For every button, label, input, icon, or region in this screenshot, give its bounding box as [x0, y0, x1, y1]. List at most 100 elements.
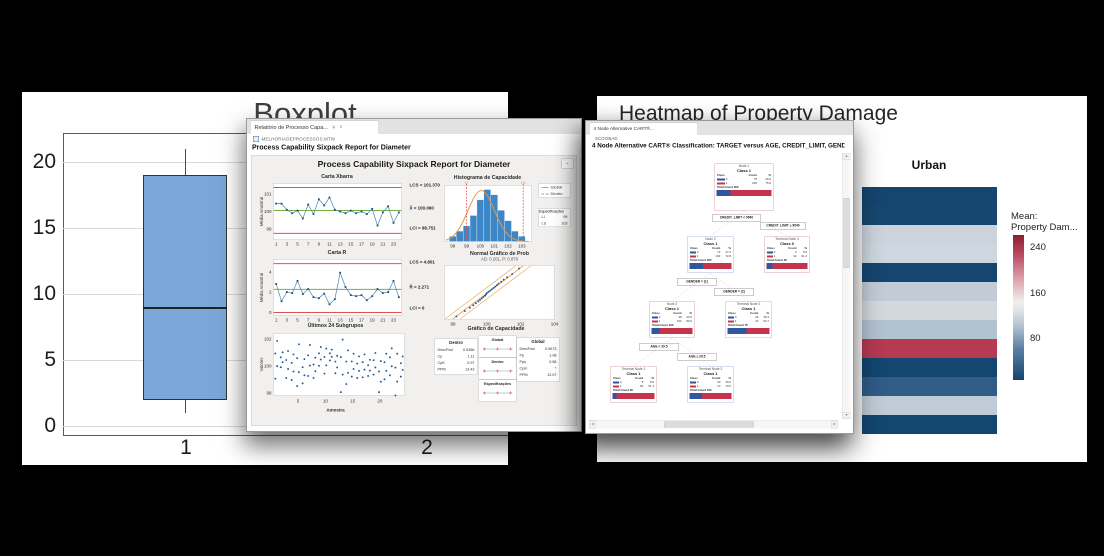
scroll-up-button[interactable]: ▲ — [842, 153, 851, 160]
vertical-scrollbar: ▲ ▼ — [842, 153, 851, 419]
tree-node-1[interactable]: Node 2 Class 1 Class Count% 0 72 27.2 1 193 72.8 T… — [687, 236, 734, 273]
dentro-line-swatch — [541, 193, 549, 195]
cart-worksheet-name[interactable]: SCOOBAD — [595, 136, 618, 141]
bar-class1-segment — [772, 263, 808, 269]
heatmap-legend-title: Mean: Property Dam... — [1011, 211, 1078, 233]
minitab-tab-bar: Relatório de Processo Capa... ∨ × — [247, 119, 581, 134]
tree-node-4[interactable]: Terminal Node 3 Class 1 Class Count% 0 34 45.3… — [725, 301, 772, 338]
box — [143, 175, 227, 400]
xbar-center-label: X̄ = 100.060 — [409, 205, 434, 211]
tree-node-3[interactable]: Node 3 Class 1 Class Count% 0 38 20.0 1 152 80.0 T… — [649, 301, 695, 338]
node-id-label: Node 3 — [666, 302, 678, 307]
r-y-axis-label: Média Amostral — [259, 272, 264, 303]
xbar-chart-title: Carta Xbarra — [321, 173, 353, 180]
worksheet-link[interactable]: MELHORIADEPROCESSOS.MTW — [253, 136, 335, 142]
tree-node-0[interactable]: Node 1 Class 1 Class Count% 0 75 25.0 1 225 75.0 T… — [714, 163, 774, 211]
subgroups-x-axis-label: Amostra — [326, 407, 345, 413]
heatmap-cell — [862, 301, 997, 320]
stat-row: Pp 1.08 — [519, 353, 557, 358]
panel-menu-button[interactable]: ⌄ — [561, 158, 574, 169]
svg-text:3: 3 — [286, 242, 289, 247]
report-heading: Process Capability Sixpack Report for Di… — [252, 143, 411, 151]
heatmap-legend-gradient — [1013, 235, 1024, 380]
heatmap-cell — [862, 282, 997, 301]
node-class-label: Class 1 — [736, 168, 752, 174]
svg-text:98: 98 — [450, 322, 456, 327]
node-total-count: Total Count 90 — [613, 389, 633, 392]
scroll-right-button[interactable]: ► — [831, 420, 838, 429]
node-class-label: Class 1 — [626, 371, 641, 377]
legend-tick-160: 160 — [1030, 288, 1046, 299]
horizontal-scroll-thumb[interactable] — [664, 421, 754, 428]
specs-box: Especificações LI 99 LS 103 — [538, 208, 571, 227]
svg-text:15: 15 — [348, 242, 354, 247]
node-class-label: Class 1 — [664, 306, 680, 312]
heatmap-cell — [862, 377, 997, 396]
bar-class1-segment — [702, 263, 732, 269]
node-class-bar — [612, 393, 655, 399]
stat-row: DesvPad 0.9673 — [519, 346, 557, 352]
worksheet-icon — [253, 136, 259, 142]
interval-plot — [482, 347, 513, 351]
subgroups-scatter: 98 100 102 5 10 15 20 — [264, 333, 405, 404]
y-tick-label: 10 — [32, 282, 56, 305]
tree-node-5[interactable]: Terminal Node 1 Class 1 Class Count% 0 8 8.9 1 8… — [610, 366, 657, 403]
svg-text:100: 100 — [477, 244, 485, 249]
y-tick-label: 0 — [44, 414, 56, 437]
svg-text:101: 101 — [264, 192, 272, 197]
heatmap-grid — [862, 187, 997, 434]
chevron-down-icon[interactable]: ∨ — [331, 124, 336, 131]
global-stats-title: Global — [531, 339, 545, 344]
tree-node-6[interactable]: Terminal Node 2 Class 1 Class Count% 0 30 30.0… — [687, 366, 734, 403]
svg-text:11: 11 — [327, 318, 332, 323]
legend-global: Global — [550, 185, 563, 190]
scroll-down-button[interactable]: ▼ — [842, 412, 851, 419]
node-class-table: Class Count% 0 38 20.0 1 152 80.0 — [652, 312, 692, 323]
node-id-label: Terminal Node 2 — [698, 367, 723, 372]
cart-tree-canvas: CREDIT_LIMIT < 9540 CREDIT_LIMIT ≥ 9540 GE… — [589, 153, 838, 419]
svg-text:98: 98 — [266, 390, 272, 395]
stat-row: Cp 1.11 — [437, 354, 475, 359]
svg-text:99: 99 — [266, 227, 272, 232]
bar-class0-segment — [689, 263, 703, 269]
svg-text:10: 10 — [323, 399, 329, 404]
minitab-tab[interactable]: Relatório de Processo Capa... ∨ × — [250, 120, 379, 134]
svg-text:20: 20 — [377, 399, 383, 404]
global-stats-table: Global DesvPad 0.9673 Pp 1.08 Ppk 0.56 Cpm * PPM… — [516, 337, 560, 382]
stat-row: CpK 0.97 — [437, 360, 475, 366]
node-class-table: Class Count% 0 75 25.0 1 225 75.0 — [717, 174, 771, 185]
node-class-table: Class Count% 0 8 8.9 1 82 91.1 — [613, 377, 654, 388]
svg-text:4: 4 — [269, 269, 272, 274]
dentro-stats-title: Dentro — [449, 340, 463, 345]
bar-class0-segment — [716, 190, 731, 196]
bar-class0-segment — [612, 393, 617, 399]
node-total-count: Total Count 265 — [690, 259, 712, 262]
svg-text:100: 100 — [264, 209, 272, 214]
heatmap-cell — [862, 339, 997, 358]
svg-text:7: 7 — [307, 242, 310, 247]
interval-box-global: Global — [478, 335, 517, 358]
cart-tab[interactable]: 4 Node Alternative CART®... — [589, 122, 698, 135]
interval-box-dentro: Dentro — [478, 357, 517, 380]
node-id-label: Terminal Node 4 — [775, 237, 799, 242]
scroll-left-button[interactable]: ◄ — [589, 420, 596, 429]
vertical-scroll-thumb[interactable] — [843, 198, 850, 268]
svg-text:21: 21 — [380, 318, 386, 323]
tree-node-2[interactable]: Terminal Node 4 Class 0 Class Count% 0 3 8.6 1 3… — [764, 236, 810, 273]
svg-text:9: 9 — [318, 242, 321, 247]
xbar-ucl-label: LCS = 101.370 — [409, 182, 440, 188]
specs-title: Especificações — [539, 209, 565, 214]
node-id-label: Node 2 — [705, 237, 716, 242]
svg-text:100: 100 — [483, 322, 491, 327]
node-id-label: Node 1 — [738, 164, 750, 169]
svg-text:1: 1 — [275, 318, 278, 323]
node-class-bar — [766, 263, 808, 269]
legend-dentro: Dentro — [550, 191, 563, 197]
heatmap-cell — [862, 415, 997, 434]
minitab-capability-window: Relatório de Processo Capa... ∨ × MELHOR… — [246, 118, 582, 432]
close-icon[interactable]: × — [339, 124, 343, 131]
heatmap-cell — [862, 244, 997, 263]
y-tick-label: 15 — [32, 216, 56, 239]
